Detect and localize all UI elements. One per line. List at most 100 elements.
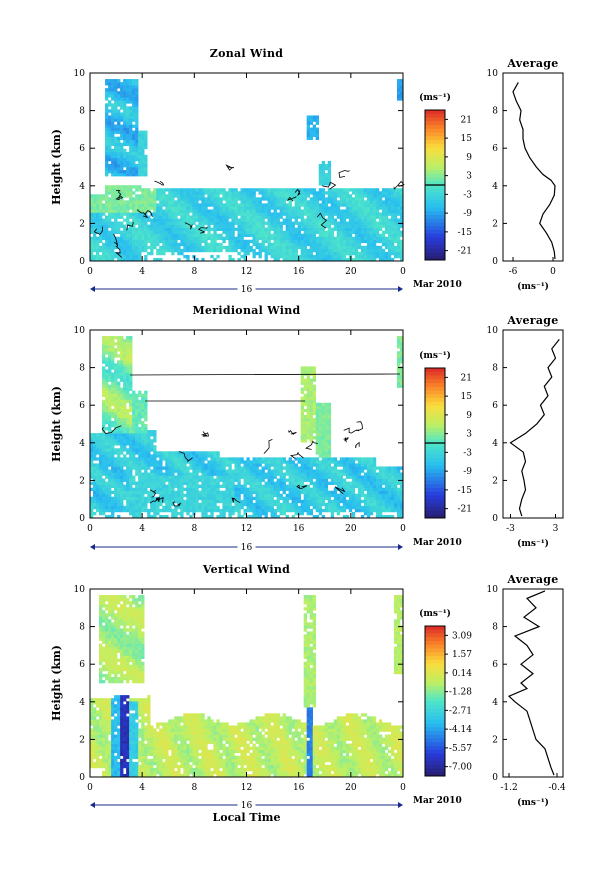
heatmap-cell xyxy=(318,188,323,192)
heatmap-cell xyxy=(111,106,115,110)
heatmap-cell xyxy=(273,487,277,492)
heatmap-cell xyxy=(300,408,304,413)
heatmap-cell xyxy=(180,248,184,253)
heatmap-cell xyxy=(168,239,172,244)
heatmap-cell xyxy=(390,218,395,222)
heatmap-cell xyxy=(114,94,118,98)
heatmap-cell xyxy=(279,478,283,482)
heatmap-cell xyxy=(138,490,142,495)
heatmap-cell xyxy=(327,463,332,467)
heatmap-cell xyxy=(132,502,136,507)
heatmap-cell xyxy=(345,203,350,207)
heatmap-cell xyxy=(330,221,335,225)
heatmap-cell xyxy=(138,245,142,250)
heatmap-cell xyxy=(225,230,229,235)
heatmap-cell xyxy=(297,209,301,213)
heatmap-cell xyxy=(195,245,199,250)
heatmap-cell xyxy=(195,200,199,204)
heatmap-cell xyxy=(90,439,94,443)
heatmap-cell xyxy=(126,411,130,416)
profile-x-tick-label: -6 xyxy=(509,267,518,277)
heatmap-cell xyxy=(381,242,386,247)
heatmap-cell xyxy=(117,381,121,385)
heatmap-cell xyxy=(156,233,160,238)
heatmap-cell xyxy=(126,221,130,225)
heatmap-cell xyxy=(297,224,301,228)
heatmap-cell xyxy=(138,399,142,404)
heatmap-cell xyxy=(384,200,389,204)
heatmap-cell xyxy=(306,366,310,370)
heatmap-cell xyxy=(114,79,118,83)
heatmap-cell xyxy=(129,348,133,352)
heatmap-cell xyxy=(300,460,304,464)
heatmap-cell xyxy=(114,97,118,101)
heatmap-cell xyxy=(312,487,317,492)
contour-line xyxy=(93,226,103,235)
heatmap-cell xyxy=(339,188,344,192)
heatmap-cell xyxy=(114,417,118,422)
heatmap-cell xyxy=(177,191,181,195)
heatmap-cell xyxy=(306,484,310,488)
heatmap-cell xyxy=(342,248,347,253)
heatmap-cell xyxy=(273,245,277,250)
heatmap-cell xyxy=(141,227,145,231)
heatmap-cell xyxy=(132,160,136,165)
heatmap-cell xyxy=(228,239,232,244)
heatmap-cell xyxy=(117,115,121,119)
heatmap-cell xyxy=(183,215,187,219)
heatmap-cell xyxy=(309,408,314,413)
heatmap-cell xyxy=(309,396,314,401)
heatmap-cell xyxy=(234,505,238,510)
heatmap-cell xyxy=(291,478,295,482)
heatmap-cell xyxy=(336,209,341,213)
heatmap-cell xyxy=(228,233,232,238)
heatmap-cell xyxy=(120,230,124,235)
heatmap-cell xyxy=(105,405,109,410)
heatmap-cell xyxy=(210,496,214,501)
heatmap-cell xyxy=(129,442,133,446)
heatmap-cell xyxy=(189,487,193,492)
heatmap-cell xyxy=(267,242,271,247)
heatmap-cell xyxy=(240,469,244,473)
heatmap-cell xyxy=(234,245,238,250)
heatmap-cell xyxy=(348,236,353,241)
heatmap-cell xyxy=(141,160,145,165)
heatmap-cell xyxy=(114,478,118,482)
heatmap-cell xyxy=(294,206,298,210)
heatmap-cell xyxy=(123,439,127,443)
heatmap-cell xyxy=(132,167,136,171)
heatmap-cell xyxy=(273,215,277,219)
heatmap-cell xyxy=(189,224,193,228)
heatmap-cell xyxy=(381,248,386,253)
heatmap-cell xyxy=(399,254,404,259)
heatmap-cell xyxy=(111,203,115,207)
heatmap-cell xyxy=(120,378,124,382)
heatmap-cell xyxy=(231,188,235,192)
heatmap-cell xyxy=(300,194,304,198)
heatmap-cell xyxy=(237,499,241,504)
heatmap-cell xyxy=(132,457,136,461)
heatmap-cell xyxy=(381,209,386,213)
heatmap-cell xyxy=(210,212,214,216)
heatmap-cell xyxy=(288,236,292,241)
heatmap-cell xyxy=(171,245,175,250)
heatmap-cell xyxy=(357,206,362,210)
heatmap-cell xyxy=(318,167,323,171)
heatmap-cell xyxy=(303,227,307,231)
heatmap-cell xyxy=(318,254,323,259)
heatmap-cell xyxy=(135,85,139,89)
heatmap-cell xyxy=(216,457,220,461)
heatmap-cell xyxy=(327,236,332,241)
heatmap-cell xyxy=(183,221,187,225)
heatmap-cell xyxy=(303,384,307,388)
heatmap-cell xyxy=(168,233,172,238)
heatmap-cell xyxy=(312,197,317,201)
heatmap-cell xyxy=(303,203,307,207)
heatmap-cell xyxy=(126,469,130,473)
heatmap-cell xyxy=(222,191,226,195)
heatmap-cell xyxy=(117,142,121,147)
heatmap-cell xyxy=(255,221,259,225)
heatmap-cell xyxy=(384,209,389,213)
heatmap-cell xyxy=(123,224,127,228)
heatmap-cell xyxy=(210,457,214,461)
